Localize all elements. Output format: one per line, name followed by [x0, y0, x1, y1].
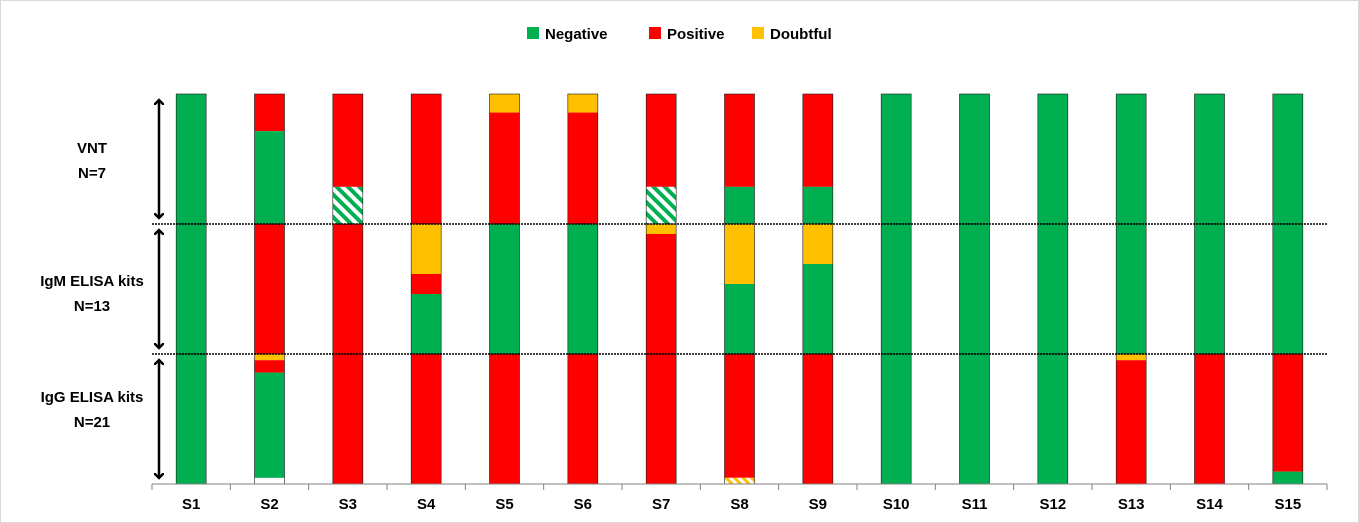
bar-s3-igm-positive [332, 224, 363, 354]
bar-s2-igm-positive [254, 224, 285, 354]
legend-label-doubtful: Doubtful [770, 26, 832, 43]
bar-s7-igg-positive [646, 354, 677, 484]
bar-s1-vnt-negative [176, 94, 207, 224]
legend-label-positive: Positive [667, 26, 725, 43]
bar-s4-igm-positive [411, 274, 442, 294]
panel-n-label-igm: N=13 [74, 298, 110, 315]
bar-s8-vnt-negative [724, 186, 755, 224]
bar-s15-igg-negative [1272, 471, 1303, 484]
x-tick-label-s6: S6 [574, 496, 592, 513]
bar-s10-igg-negative [881, 354, 912, 484]
x-tick-label-s5: S5 [495, 496, 513, 513]
bar-s8-igg-positive [724, 354, 755, 478]
bar-s15-igm-negative [1272, 224, 1303, 354]
bar-s15-igg-positive [1272, 354, 1303, 472]
bar-s12-igm-negative [1037, 224, 1068, 354]
x-tick-label-s14: S14 [1196, 496, 1223, 513]
bar-s13-igg-doubtful [1116, 354, 1147, 361]
bar-s4-vnt-positive [411, 94, 442, 224]
bar-s14-igm-negative [1194, 224, 1225, 354]
bar-s11-vnt-negative [959, 94, 990, 224]
bar-s8-igg-hatched [724, 477, 755, 484]
bar-s9-vnt-positive [802, 94, 833, 187]
bar-s1-igg-negative [176, 354, 207, 484]
x-tick-label-s8: S8 [730, 496, 748, 513]
bar-s9-igm-doubtful [802, 224, 833, 264]
bar-s6-vnt-positive [567, 112, 598, 224]
panel-label-vnt: VNT [77, 140, 107, 157]
bar-s10-vnt-negative [881, 94, 912, 224]
bar-s3-igg-positive [332, 354, 363, 484]
bar-s11-igm-negative [959, 224, 990, 354]
bar-s7-vnt-positive [646, 94, 677, 187]
x-tick-label-s12: S12 [1039, 496, 1066, 513]
bar-s9-igm-negative [802, 264, 833, 354]
bar-s2-igg-positive [254, 360, 285, 373]
legend-swatch-doubtful [752, 27, 764, 39]
bar-s4-igm-negative [411, 294, 442, 354]
bar-s3-vnt-positive [332, 94, 363, 187]
x-tick-label-s7: S7 [652, 496, 670, 513]
bar-s9-vnt-negative [802, 186, 833, 224]
bar-s13-igm-negative [1116, 224, 1147, 354]
bar-s5-igm-negative [489, 224, 520, 354]
bar-s7-igm-doubtful [646, 224, 677, 234]
bar-s9-igg-positive [802, 354, 833, 484]
legend-swatch-negative [527, 27, 539, 39]
x-tick-label-s10: S10 [883, 496, 910, 513]
bar-s2-vnt-negative [254, 131, 285, 224]
bar-s10-igm-negative [881, 224, 912, 354]
bar-s12-igg-negative [1037, 354, 1068, 484]
x-tick-label-s3: S3 [339, 496, 357, 513]
x-tick-label-s4: S4 [417, 496, 436, 513]
bar-s6-vnt-doubtful [567, 94, 598, 113]
bar-s8-igm-negative [724, 284, 755, 354]
panel-label-igg: IgG ELISA kits [41, 389, 144, 406]
legend-swatch-positive [649, 27, 661, 39]
panel-label-igm: IgM ELISA kits [40, 273, 144, 290]
bar-s6-igg-positive [567, 354, 598, 484]
bar-s5-igg-positive [489, 354, 520, 484]
bar-s1-igm-negative [176, 224, 207, 354]
bar-s8-igm-doubtful [724, 224, 755, 284]
bars [175, 93, 1304, 485]
bar-s2-igg-negative [254, 372, 285, 478]
bar-s11-igg-negative [959, 354, 990, 484]
x-tick-label-s13: S13 [1118, 496, 1145, 513]
bar-s7-igm-positive [646, 234, 677, 354]
bar-s5-vnt-positive [489, 112, 520, 224]
bar-s7-vnt-hatched [646, 186, 677, 224]
bar-s4-igm-doubtful [411, 224, 442, 274]
x-tick-label-s2: S2 [260, 496, 278, 513]
bar-s14-igg-positive [1194, 354, 1225, 484]
bar-s4-igg-positive [411, 354, 442, 484]
bar-s12-vnt-negative [1037, 94, 1068, 224]
bar-s6-igm-negative [567, 224, 598, 354]
panel-labels: VNT N=7 IgM ELISA kits N=13 IgG ELISA kits N=… [40, 100, 159, 478]
bar-s3-vnt-hatched [332, 186, 363, 224]
x-axis: S1 S2 S3 S4 S5 S6 S7 S8 S9 S10 S11 S12 S13 S14 S15 [151, 483, 1328, 513]
legend-label-negative: Negative [545, 26, 608, 43]
bar-s8-vnt-positive [724, 94, 755, 187]
bar-s13-igg-positive [1116, 360, 1147, 484]
bar-s13-vnt-negative [1116, 94, 1147, 224]
bar-s2-vnt-positive [254, 94, 285, 132]
panel-separators [152, 223, 1327, 355]
legend: Negative Positive Doubtful [527, 26, 832, 43]
bar-s5-vnt-doubtful [489, 94, 520, 113]
panel-n-label-vnt: N=7 [78, 165, 106, 182]
x-tick-label-s11: S11 [962, 496, 988, 513]
bar-s15-vnt-negative [1272, 94, 1303, 224]
x-tick-label-s9: S9 [809, 496, 827, 513]
bar-s14-vnt-negative [1194, 94, 1225, 224]
panel-n-label-igg: N=21 [74, 414, 110, 431]
bar-s2-igg-doubtful [254, 354, 285, 361]
x-tick-label-s1: S1 [182, 496, 200, 513]
x-tick-label-s15: S15 [1274, 496, 1301, 513]
